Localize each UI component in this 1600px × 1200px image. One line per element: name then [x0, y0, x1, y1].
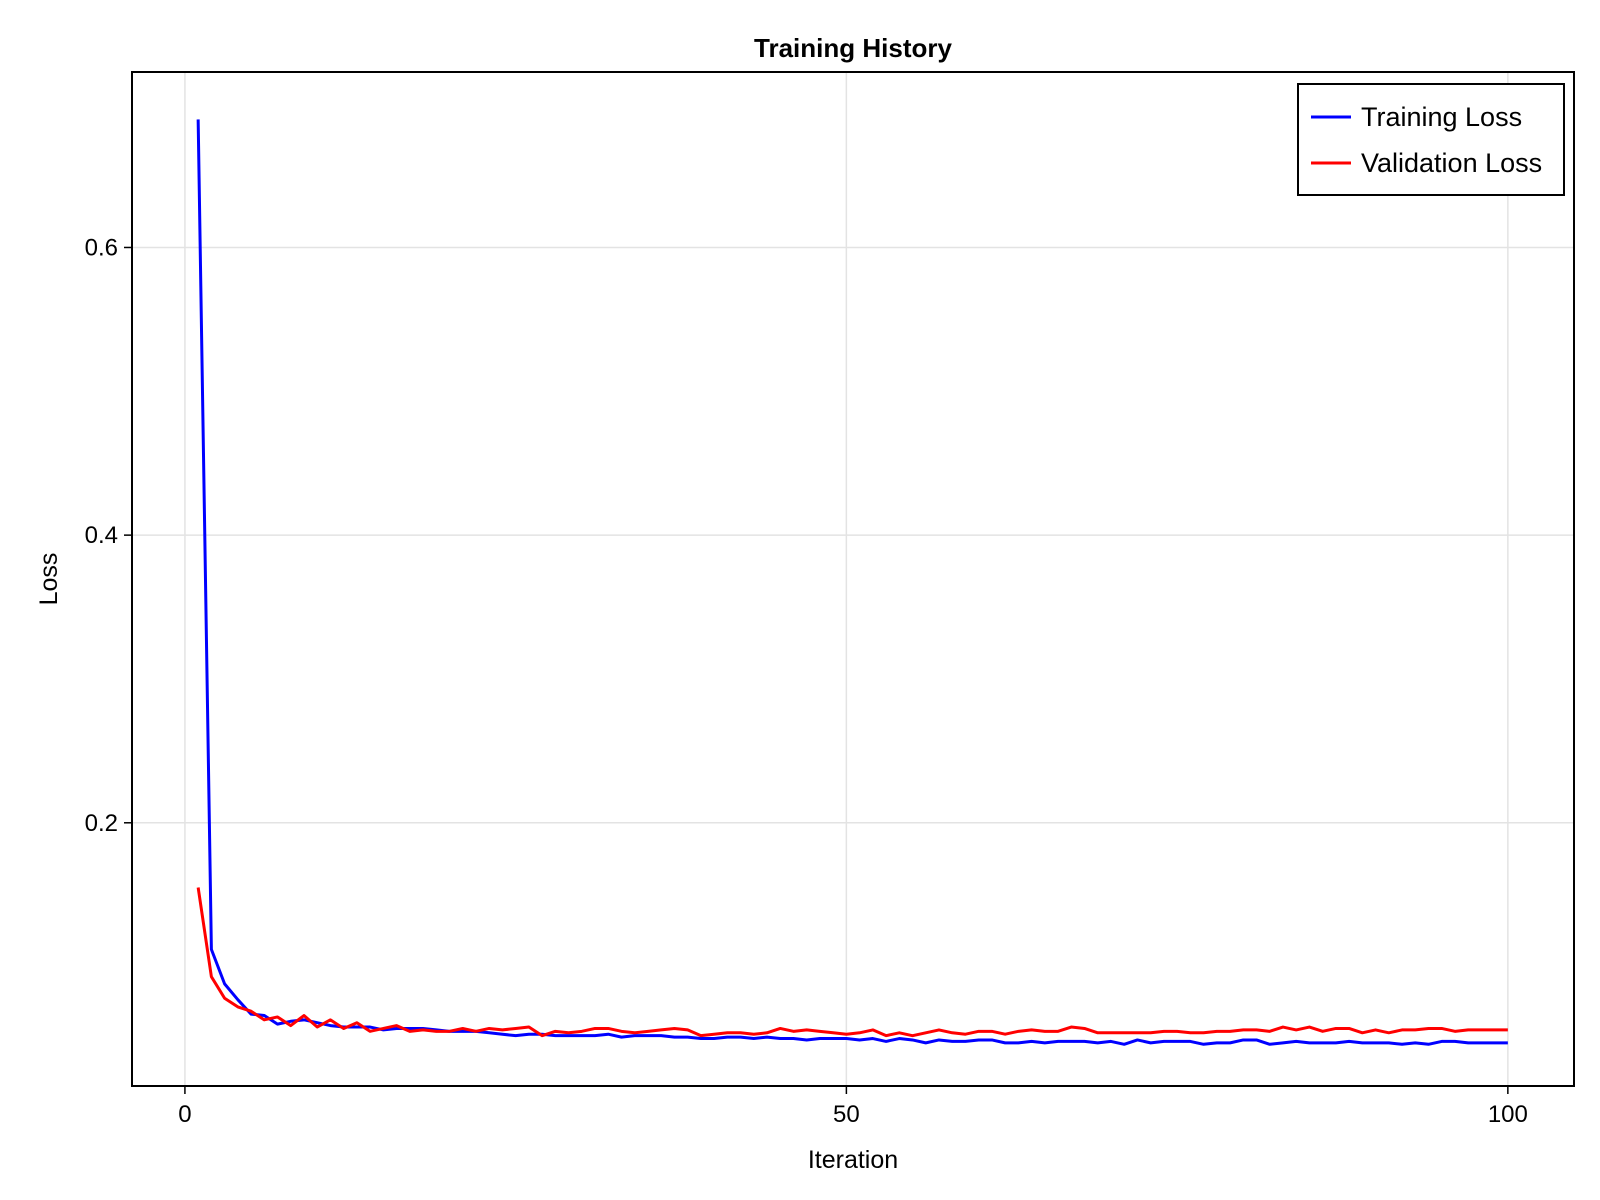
- x-tick-label: 100: [1488, 1101, 1528, 1128]
- legend-label-training-loss: Training Loss: [1361, 102, 1522, 132]
- x-tick-label: 50: [833, 1101, 860, 1128]
- plot-frame: [131, 71, 1575, 1087]
- series-line-training-loss: [196, 119, 1508, 1046]
- x-axis-label: Iteration: [808, 1146, 898, 1174]
- x-tick-label: 0: [178, 1101, 191, 1128]
- y-tick-label: 0.4: [85, 522, 118, 549]
- axis-ticks: 0 50 100 0.2 0.4 0.6: [85, 234, 1528, 1128]
- chart-title: Training History: [754, 33, 952, 63]
- y-axis-label: Loss: [35, 553, 63, 606]
- legend: Training Loss Validation Loss: [1297, 83, 1565, 196]
- y-tick-label: 0.6: [85, 234, 118, 261]
- grid-lines: [132, 72, 1574, 1086]
- legend-label-validation-loss: Validation Loss: [1361, 148, 1542, 178]
- series-line-validation-loss: [196, 887, 1508, 1038]
- y-tick-label: 0.2: [85, 810, 118, 837]
- legend-box: [1297, 83, 1565, 196]
- series-lines: [196, 119, 1508, 1046]
